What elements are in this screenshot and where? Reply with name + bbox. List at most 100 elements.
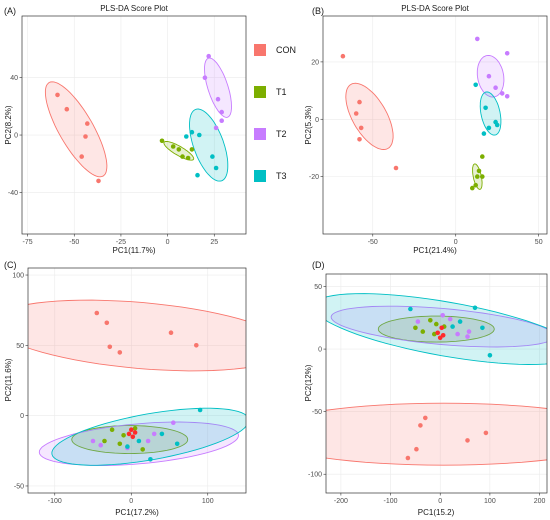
plot-border: [322, 15, 548, 235]
data-point: [428, 318, 433, 323]
legend-label: T2: [276, 129, 287, 139]
data-point: [481, 131, 487, 136]
confidence-ellipse: [345, 82, 394, 150]
data-point: [126, 431, 132, 437]
y-axis-label: PC2(12%): [304, 364, 313, 401]
confidence-ellipse: [377, 315, 495, 343]
x-tick-label: -100: [48, 498, 62, 505]
x-tick-label: 100: [202, 498, 214, 505]
data-point: [465, 438, 470, 443]
x-axis-label: PC1(17.2%): [115, 508, 159, 517]
y-tick-label: -50: [14, 483, 24, 490]
data-point: [408, 306, 413, 312]
data-point: [420, 329, 426, 334]
y-axis-label: PC2(8.2%): [4, 105, 13, 144]
data-point: [219, 109, 224, 115]
legend-label: T1: [276, 87, 287, 97]
data-point: [55, 92, 60, 98]
data-point: [439, 325, 445, 331]
panel-label: (A): [4, 6, 16, 16]
data-point: [168, 330, 174, 336]
data-point: [480, 174, 485, 179]
plot-border: [325, 273, 548, 494]
plot-area: -200 -100 0 100 200 -100 -50 0 50: [308, 273, 548, 505]
plot-background: [326, 274, 547, 493]
legend-swatch: [254, 44, 266, 56]
data-point: [159, 431, 165, 437]
data-point: [159, 138, 165, 144]
data-point: [213, 165, 219, 171]
x-tick-label: 25: [210, 239, 218, 246]
data-point: [107, 344, 113, 350]
plot-area: -50 0 50 -20 0 20: [309, 15, 548, 246]
y-tick-label: 40: [10, 75, 18, 82]
plot-area: -75 -50 -25 0 25 -40 0 40: [8, 15, 247, 246]
data-point: [493, 85, 498, 90]
confidence-ellipse: [330, 305, 547, 348]
data-point: [189, 147, 195, 152]
data-point: [418, 423, 423, 428]
x-tick-label: 100: [484, 498, 496, 505]
data-point: [117, 350, 123, 355]
data-point: [94, 310, 100, 316]
data-point: [435, 330, 441, 336]
data-point: [440, 333, 446, 338]
panel-title: PLS-DA Score Plot: [401, 4, 469, 13]
x-axis-label: PC1(11.7%): [113, 246, 156, 255]
data-point: [145, 438, 151, 444]
data-point: [483, 105, 488, 111]
data-point: [475, 36, 480, 42]
x-tick-label: 50: [535, 239, 543, 246]
data-point: [455, 331, 460, 337]
data-point: [357, 99, 362, 105]
data-point: [98, 442, 103, 448]
data-point: [447, 316, 453, 322]
data-point: [499, 91, 505, 96]
data-point: [434, 321, 439, 327]
panel-b: (B) PLS-DA Score Plot -50 0 50 -20 0 20 PC1(2…: [304, 4, 548, 255]
data-point: [148, 457, 153, 462]
data-point: [64, 106, 70, 112]
data-point: [393, 165, 399, 171]
data-point: [440, 313, 446, 318]
data-point: [483, 430, 489, 436]
y-tick-label: 0: [20, 413, 24, 420]
data-point: [104, 320, 110, 326]
panel-a: (A) PLS-DA Score Plot -75 -50 -25 0 25 -40 0 40…: [4, 4, 247, 255]
data-point: [504, 51, 510, 56]
confidence-ellipse: [38, 421, 239, 466]
panel-label: (B): [312, 6, 324, 16]
data-point: [457, 319, 463, 324]
x-tick-label: 0: [438, 498, 442, 505]
plot-background: [323, 16, 547, 234]
plot-marks: [326, 293, 547, 466]
data-point: [130, 434, 136, 440]
data-point: [486, 73, 492, 79]
data-point: [195, 172, 200, 178]
data-point: [79, 154, 84, 159]
x-tick-label: -25: [116, 239, 126, 246]
data-point: [184, 134, 189, 139]
x-tick-label: -50: [69, 239, 79, 246]
data-point: [486, 125, 492, 131]
data-point: [213, 125, 219, 131]
confidence-ellipse: [28, 299, 246, 372]
data-point: [480, 154, 485, 159]
data-point: [215, 96, 221, 102]
data-point: [129, 427, 134, 433]
plot-marks: [28, 299, 246, 466]
y-tick-label: 0: [318, 347, 322, 354]
data-point: [85, 121, 90, 126]
legend-swatch: [254, 86, 266, 98]
panel-title: PLS-DA Score Plot: [100, 4, 168, 13]
data-point: [121, 433, 126, 438]
data-point: [206, 53, 211, 59]
data-point: [340, 53, 346, 59]
data-point: [96, 178, 101, 184]
data-point: [487, 353, 493, 358]
x-tick-label: -75: [23, 239, 33, 246]
x-tick-label: 0: [129, 498, 133, 505]
data-point: [170, 144, 176, 149]
